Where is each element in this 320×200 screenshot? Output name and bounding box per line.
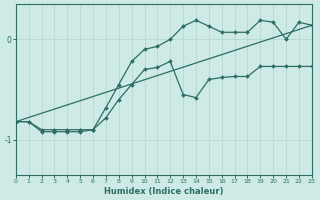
X-axis label: Humidex (Indice chaleur): Humidex (Indice chaleur): [104, 187, 224, 196]
